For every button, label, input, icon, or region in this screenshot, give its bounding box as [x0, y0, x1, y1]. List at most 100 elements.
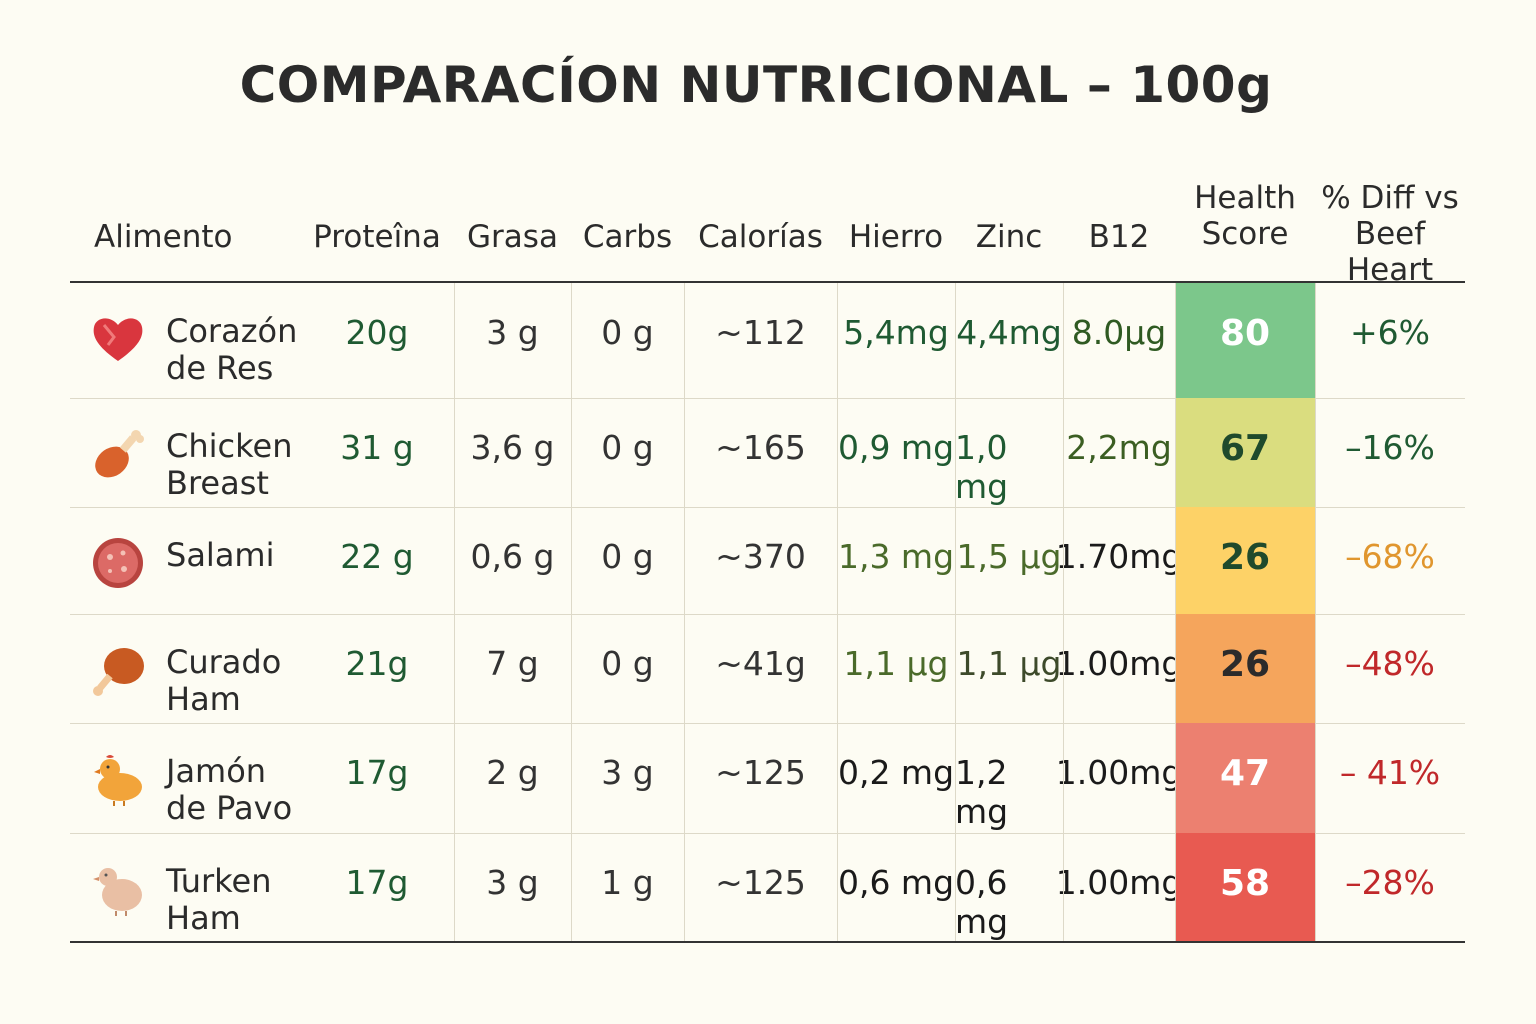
cell-diff: –16%	[1315, 398, 1465, 507]
column-divider	[1175, 283, 1176, 941]
row-divider	[70, 507, 1465, 508]
cell-b12: 1.00mg	[1056, 723, 1183, 833]
column-header-zinc: Zinc	[975, 219, 1043, 255]
cell-calories: ~41g	[684, 614, 837, 723]
value-iron: 0,9 mg	[837, 428, 955, 467]
table-row: Jamón de Pavo 17g 2 g 3 g ~125 0,2 mg 1,2 mg 1.…	[70, 723, 1465, 833]
row-divider	[70, 614, 1465, 615]
cell-iron: 0,6 mg	[837, 833, 955, 941]
value-carbs: 0 g	[601, 537, 654, 576]
value-diff: –68%	[1345, 537, 1435, 576]
column-divider	[1315, 283, 1316, 941]
cell-b12: 1.70mg	[1056, 507, 1183, 614]
cell-b12: 1.00mg	[1056, 614, 1183, 723]
cell-carbs: 0 g	[571, 398, 684, 507]
heart-icon	[90, 311, 146, 367]
column-header-protein: Proteîna	[313, 219, 441, 255]
food-name: Jamón de Pavo	[166, 752, 293, 827]
table-row: Chicken Breast 31 g 3,6 g 0 g ~165 0,9 mg 1,0 …	[70, 398, 1465, 507]
value-zinc: 1,1 µg	[956, 644, 1062, 683]
cell-b12: 2,2mg	[1063, 398, 1175, 507]
cell-carbs: 1 g	[571, 833, 684, 941]
value-zinc: 1,5 µg	[956, 537, 1062, 576]
value-calories: ~112	[715, 313, 806, 352]
cell-health-score: 67	[1175, 398, 1315, 507]
value-carbs: 3 g	[601, 753, 654, 792]
food-name: Salami	[166, 536, 275, 574]
cell-protein: 20g	[300, 283, 454, 398]
value-calories: ~41g	[715, 644, 806, 683]
cell-carbs: 0 g	[571, 614, 684, 723]
cell-zinc: 0,6 mg	[955, 833, 1063, 941]
value-health-score: 26	[1219, 644, 1271, 685]
value-zinc: 4,4mg	[956, 313, 1062, 352]
salami-icon	[90, 535, 146, 591]
value-b12: 8.0µg	[1071, 313, 1167, 352]
cell-b12: 1.00mg	[1056, 833, 1183, 941]
table-row: Salami 22 g 0,6 g 0 g ~370 1,3 mg 1,5 µg 1.70mg…	[70, 507, 1465, 614]
value-health-score: 58	[1219, 863, 1271, 904]
value-calories: ~125	[715, 753, 806, 792]
page-title: COMPARACÍON NUTRICIONAL – 100g	[239, 56, 1273, 114]
value-health-score: 26	[1219, 537, 1271, 578]
value-diff: – 41%	[1339, 753, 1441, 792]
cell-protein: 17g	[300, 723, 454, 833]
value-diff: –28%	[1345, 863, 1435, 902]
cell-fat: 0,6 g	[454, 507, 571, 614]
value-diff: –16%	[1345, 428, 1435, 467]
header-divider	[70, 281, 1465, 283]
cell-protein: 21g	[300, 614, 454, 723]
cell-health-score: 80	[1175, 283, 1315, 398]
drumstick-icon	[90, 426, 146, 482]
column-divider	[1063, 283, 1064, 941]
bottom-divider	[70, 941, 1465, 943]
column-divider	[571, 283, 572, 941]
column-header-alimento: Alimento	[94, 219, 233, 255]
cell-zinc: 1,1 µg	[955, 614, 1063, 723]
cell-fat: 3,6 g	[454, 398, 571, 507]
value-protein: 31 g	[340, 428, 414, 467]
value-b12: 2,2mg	[1066, 428, 1172, 467]
cell-health-score: 26	[1175, 507, 1315, 614]
cell-fat: 2 g	[454, 723, 571, 833]
value-b12: 1.00mg	[1055, 644, 1183, 683]
value-fat: 0,6 g	[470, 537, 555, 576]
value-health-score: 80	[1219, 313, 1271, 354]
value-health-score: 67	[1219, 428, 1271, 469]
turkey-icon	[90, 861, 146, 917]
value-iron: 0,6 mg	[837, 863, 955, 902]
value-fat: 3 g	[486, 863, 539, 902]
column-header-fat: Grasa	[467, 219, 558, 255]
column-header-diff: % Diff vs Beef Heart	[1321, 180, 1459, 288]
value-calories: ~125	[715, 863, 806, 902]
value-b12: 1.00mg	[1055, 753, 1183, 792]
value-iron: 1,1 µg	[843, 644, 949, 683]
food-name: Turken Ham	[166, 862, 272, 937]
cell-diff: –48%	[1315, 614, 1465, 723]
cell-protein: 31 g	[300, 398, 454, 507]
column-divider	[955, 283, 956, 941]
value-carbs: 1 g	[601, 863, 654, 902]
value-health-score: 47	[1219, 753, 1271, 794]
column-header-b12: B12	[1088, 219, 1150, 255]
value-protein: 17g	[345, 753, 409, 792]
cell-zinc: 1,0 mg	[955, 398, 1063, 507]
value-calories: ~370	[715, 537, 806, 576]
food-name: Corazón de Res	[166, 312, 298, 387]
table-row: Turken Ham 17g 3 g 1 g ~125 0,6 mg 0,6 mg 1.00m…	[70, 833, 1465, 941]
food-name: Chicken Breast	[166, 427, 293, 502]
cell-health-score: 47	[1175, 723, 1315, 833]
cell-zinc: 1,5 µg	[955, 507, 1063, 614]
column-header-carbs: Carbs	[582, 219, 673, 255]
value-carbs: 0 g	[601, 313, 654, 352]
value-protein: 21g	[345, 644, 409, 683]
value-carbs: 0 g	[601, 428, 654, 467]
cell-iron: 0,9 mg	[837, 398, 955, 507]
cell-iron: 5,4mg	[837, 283, 955, 398]
value-protein: 20g	[345, 313, 409, 352]
column-divider	[684, 283, 685, 941]
cell-health-score: 58	[1175, 833, 1315, 941]
cell-carbs: 0 g	[571, 283, 684, 398]
cell-fat: 3 g	[454, 833, 571, 941]
value-protein: 22 g	[340, 537, 414, 576]
